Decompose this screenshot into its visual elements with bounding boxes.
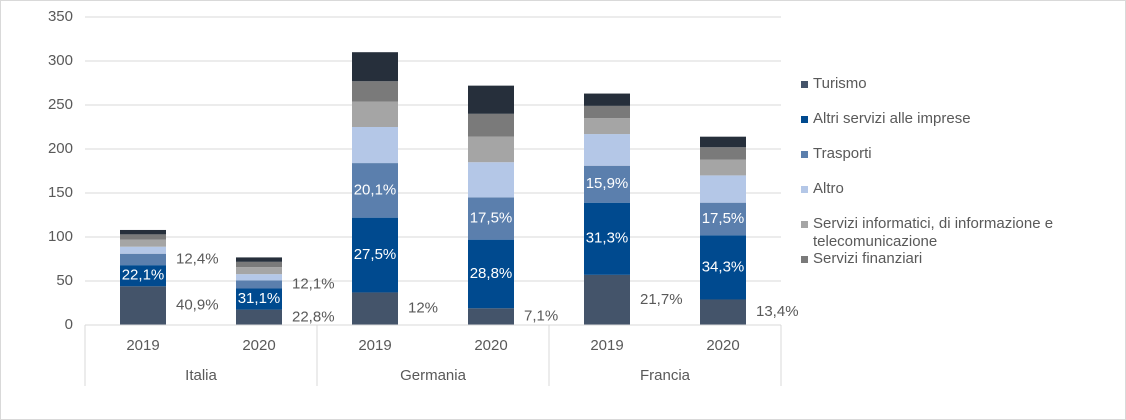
data-label: 17,5% (702, 210, 745, 227)
bar-segment (120, 234, 166, 240)
data-label: 27,5% (354, 246, 397, 263)
legend-item: Turismo (801, 75, 1081, 110)
data-label: 40,9% (176, 297, 219, 314)
data-label: 28,8% (470, 265, 513, 282)
data-label: 12,1% (292, 275, 335, 292)
group-label: Germania (400, 367, 467, 384)
bar-segment (700, 136, 746, 148)
bar-segment (584, 105, 630, 119)
bar-segment (468, 308, 514, 325)
data-label: 12% (408, 300, 438, 317)
legend-label: Servizi informatici, di informazione e t… (813, 215, 1054, 250)
y-tick-label: 150 (48, 184, 73, 201)
y-tick-label: 50 (56, 272, 73, 289)
data-label: 31,1% (238, 290, 281, 307)
legend-swatch (801, 81, 808, 88)
legend-label: Turismo (813, 75, 867, 92)
group-label: Italia (185, 367, 217, 384)
bar-segment (236, 274, 282, 281)
bar-segment (352, 163, 398, 218)
y-tick-label: 350 (48, 8, 73, 25)
legend-label: Altro (813, 180, 844, 197)
bar-segment (352, 292, 398, 325)
bar-segment (468, 239, 514, 309)
bar-segment (468, 113, 514, 137)
data-label: 12,4% (176, 250, 219, 267)
bar-segment (700, 299, 746, 325)
x-tick-label: 2019 (126, 337, 159, 354)
bar-segment (352, 101, 398, 127)
x-tick-label: 2020 (242, 337, 275, 354)
legend-item: Trasporti (801, 145, 1081, 180)
legend-label: Altri servizi alle imprese (813, 110, 971, 127)
bar-segment (584, 118, 630, 135)
bar-segment (236, 280, 282, 289)
legend-swatch (801, 256, 808, 263)
y-tick-label: 200 (48, 140, 73, 157)
bar-segment (468, 136, 514, 163)
bar-segment (120, 229, 166, 235)
bar-segment (700, 175, 746, 203)
bar-segment (352, 217, 398, 293)
y-tick-label: 100 (48, 228, 73, 245)
group-label: Francia (640, 367, 691, 384)
x-tick-label: 2019 (590, 337, 623, 354)
legend-item: Servizi finanziari (801, 250, 1081, 285)
legend-swatch (801, 186, 808, 193)
bar-segment (584, 165, 630, 203)
bar-segment (352, 81, 398, 102)
data-label: 7,1% (524, 308, 558, 325)
bar-segment (352, 127, 398, 164)
bar-segment (120, 239, 166, 247)
bar-segment (468, 162, 514, 198)
data-label: 15,9% (586, 175, 629, 192)
legend-item: Altri servizi alle imprese (801, 110, 1081, 145)
data-label: 34,3% (702, 258, 745, 275)
x-tick-label: 2020 (474, 337, 507, 354)
data-label: 13,4% (756, 303, 799, 320)
bar-segment (468, 85, 514, 114)
bar-segment (236, 261, 282, 268)
legend-swatch (801, 116, 808, 123)
bar-segment (120, 246, 166, 254)
bar-segment (468, 197, 514, 240)
legend-item: Servizi informatici, di informazione e t… (801, 215, 1081, 250)
bar-segment (584, 93, 630, 106)
y-tick-label: 0 (65, 316, 73, 333)
bar-segment (236, 267, 282, 275)
legend-swatch (801, 151, 808, 158)
data-label: 31,3% (586, 230, 629, 247)
bar-segment (700, 202, 746, 236)
legend-label: Trasporti (813, 145, 872, 162)
legend-label: Servizi finanziari (813, 250, 923, 267)
bar-segment (584, 202, 630, 275)
legend: Turismo Altri servizi alle imprese Traspor… (801, 75, 1081, 285)
data-label: 20,1% (354, 181, 397, 198)
data-label: 21,7% (640, 291, 683, 308)
data-label: 22,1% (122, 267, 165, 284)
bar-segment (120, 253, 166, 266)
x-tick-label: 2019 (358, 337, 391, 354)
bar-segment (352, 52, 398, 82)
bar-segment (584, 134, 630, 166)
legend-item: Altro (801, 180, 1081, 215)
y-tick-label: 250 (48, 96, 73, 113)
bar-segment (120, 265, 166, 287)
x-tick-label: 2020 (706, 337, 739, 354)
bar-segment (236, 288, 282, 310)
bar-segment (700, 159, 746, 176)
legend-swatch (801, 221, 808, 228)
bar-segment (584, 274, 630, 325)
data-label: 17,5% (470, 209, 513, 226)
bar-segment (236, 309, 282, 325)
data-label: 22,8% (292, 308, 335, 325)
bar-segment (120, 286, 166, 325)
bar-segment (236, 257, 282, 262)
y-tick-label: 300 (48, 52, 73, 69)
bar-segment (700, 235, 746, 300)
bar-segment (700, 147, 746, 160)
